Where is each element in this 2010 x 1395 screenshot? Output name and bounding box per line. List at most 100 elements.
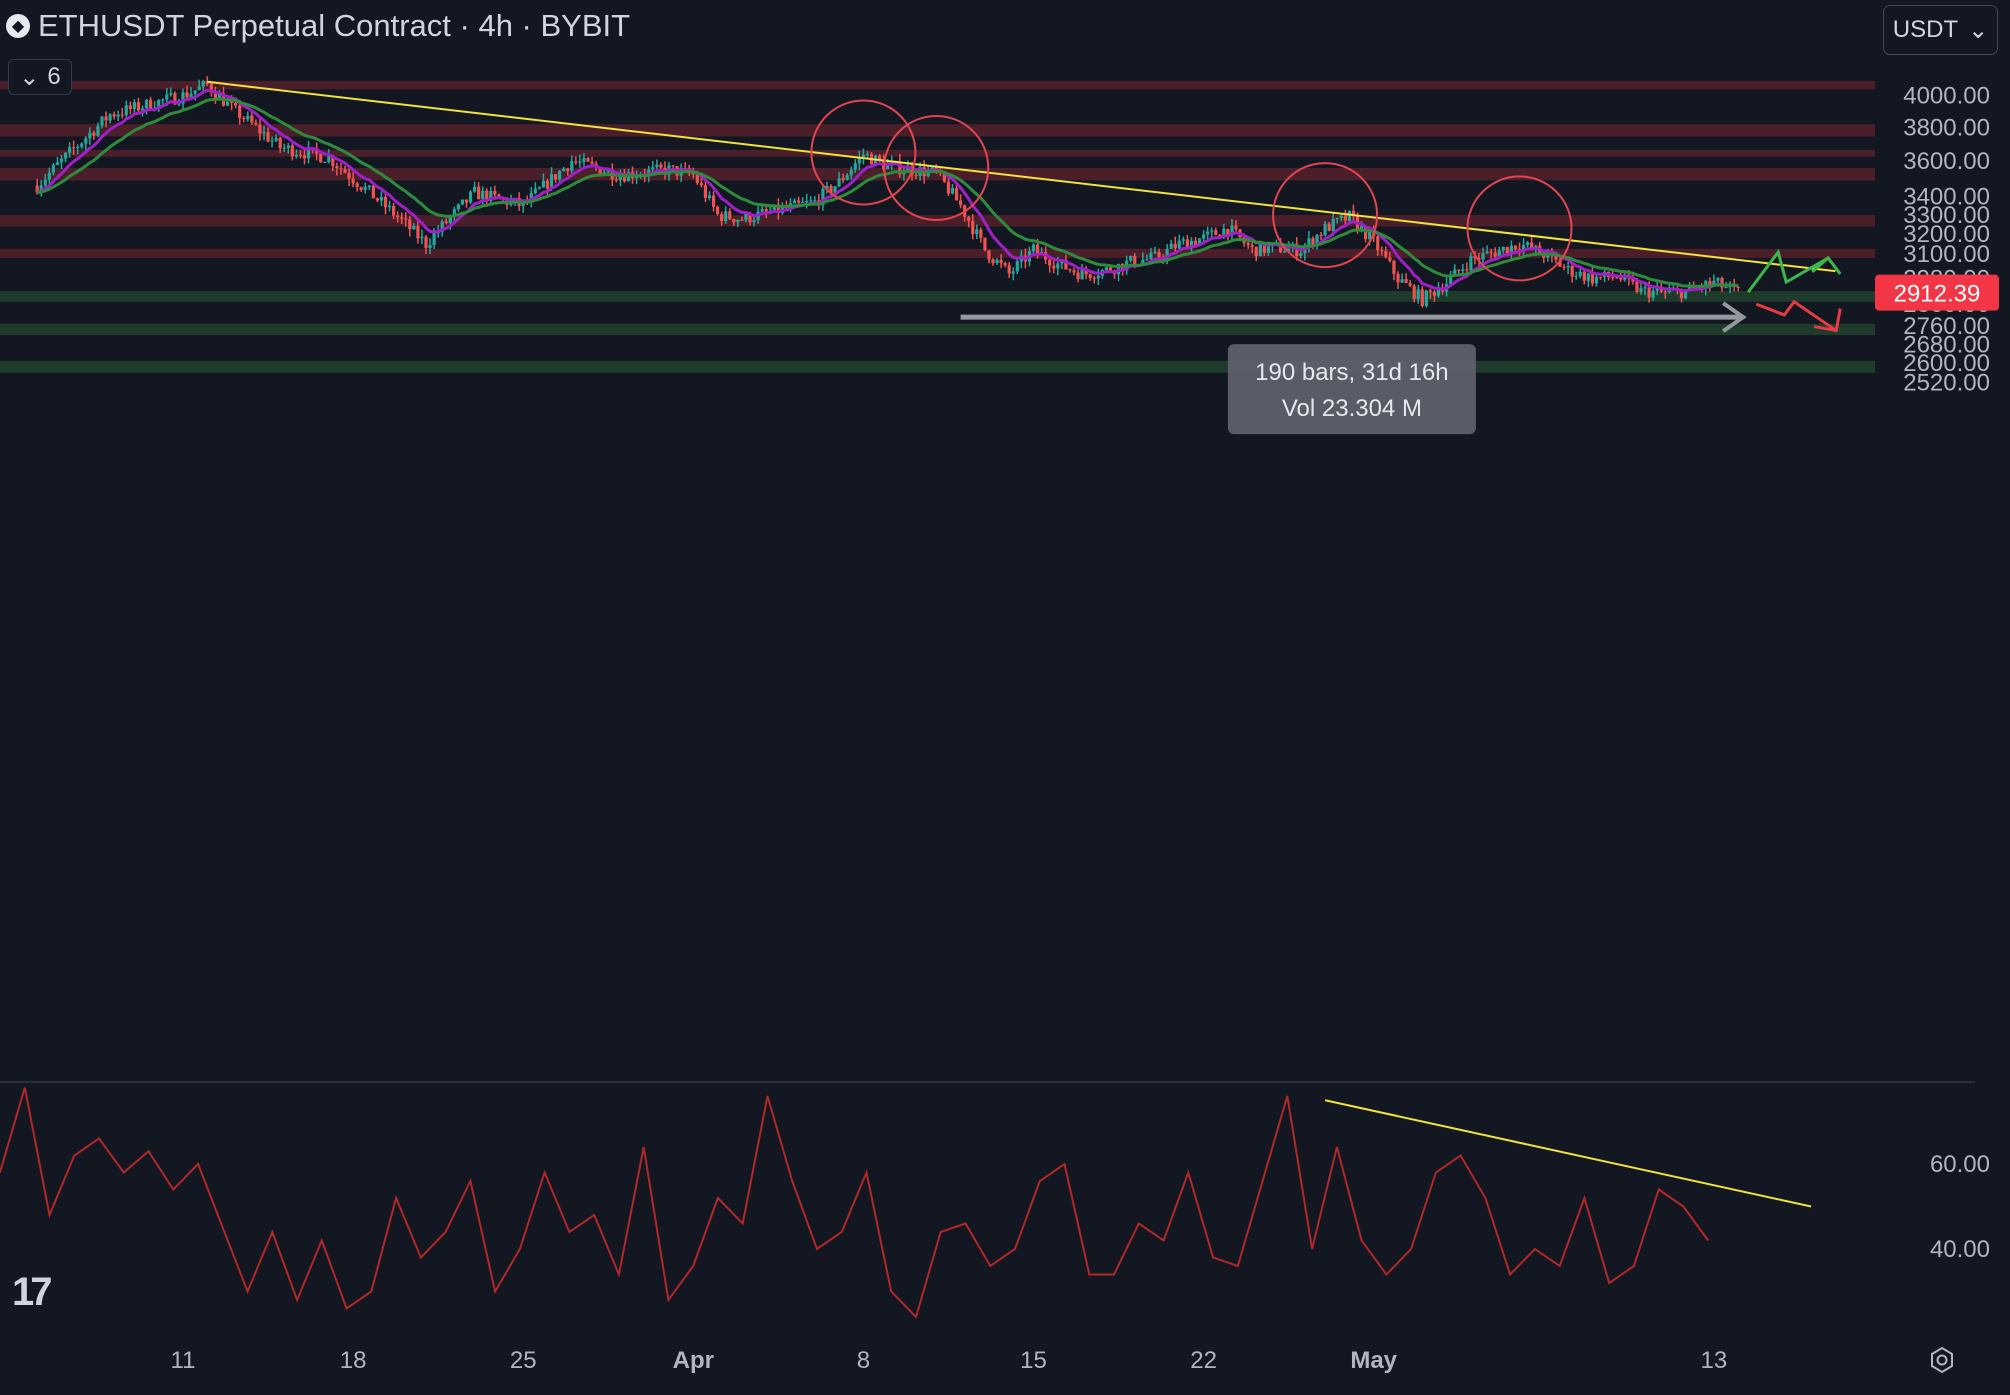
candle-body	[1408, 283, 1412, 286]
measure-bars-label: 190 bars, 31d 16h	[1255, 359, 1449, 386]
candle-body	[1096, 275, 1100, 279]
chevron-down-icon: ⌄	[19, 63, 40, 91]
candle-body	[464, 199, 469, 203]
candle-body	[1400, 279, 1404, 283]
candle-body	[971, 220, 975, 235]
candle-body	[238, 105, 242, 118]
candle-body	[1133, 255, 1137, 266]
candle-body	[112, 114, 116, 117]
candle-body	[1347, 210, 1351, 221]
candle-body	[671, 165, 675, 167]
candle-body	[1015, 261, 1019, 272]
candle-body	[1031, 244, 1036, 251]
candle-body	[1481, 253, 1485, 260]
time-tick-label: 11	[171, 1347, 196, 1374]
resistance-zone	[0, 248, 1875, 258]
settings-gear-icon[interactable]	[1928, 1346, 1956, 1374]
candle-body	[108, 114, 112, 121]
candle-body	[1088, 274, 1092, 278]
candle-body	[161, 99, 165, 101]
candle-body	[76, 146, 80, 149]
candle-body	[1469, 256, 1473, 271]
candle-body	[165, 94, 169, 100]
candle-body	[1035, 244, 1040, 254]
last-price-box	[1875, 274, 1999, 311]
candle-body	[1335, 218, 1339, 220]
candle-body	[217, 93, 222, 99]
indicator-collapse-button[interactable]: ⌄ 6	[8, 59, 72, 95]
candle-body	[728, 211, 732, 220]
candle-body	[614, 179, 618, 181]
candle-body	[468, 191, 473, 203]
candle-body	[84, 138, 88, 144]
time-tick-label: May	[1350, 1347, 1397, 1374]
candle-body	[1193, 240, 1198, 245]
price-tick-label: 2680.00	[1903, 331, 1990, 358]
candle-body	[193, 90, 197, 94]
candle-body	[1189, 240, 1194, 249]
candle-body	[578, 161, 582, 163]
candle-body	[1465, 269, 1469, 271]
candle-body	[1376, 236, 1380, 251]
candle-body	[1307, 238, 1311, 247]
candle-body	[1072, 270, 1076, 273]
candle-body	[331, 156, 335, 167]
candle-body	[1173, 243, 1177, 249]
candle-body	[197, 86, 201, 91]
candlestick-series	[35, 76, 1740, 308]
candle-body	[213, 92, 217, 99]
time-axis: 11 18 25 Apr 8 15 22 May 13	[171, 1347, 1728, 1374]
candle-body	[282, 147, 286, 149]
candle-body	[1582, 271, 1586, 281]
candle-body	[1007, 265, 1011, 274]
candle-body	[43, 179, 47, 186]
candle-body	[1651, 290, 1655, 298]
candle-body	[1509, 245, 1513, 254]
candle-body	[999, 259, 1003, 264]
candle-body	[1331, 218, 1335, 231]
candle-body	[448, 216, 452, 224]
candle-body	[1246, 243, 1250, 245]
candle-body	[833, 186, 837, 193]
candle-body	[744, 213, 748, 221]
candle-body	[829, 186, 833, 193]
candle-body	[1315, 234, 1319, 246]
candle-body	[169, 93, 173, 95]
candle-body	[1683, 290, 1688, 299]
candle-body	[1590, 273, 1594, 284]
candle-body	[635, 176, 639, 179]
candle-body	[1489, 251, 1493, 253]
candle-body	[865, 154, 870, 156]
candle-body	[149, 99, 153, 110]
bearish-projection-arrow	[1755, 299, 1842, 333]
candle-body	[351, 178, 355, 184]
candle-body	[570, 161, 574, 171]
candle-body	[424, 236, 428, 248]
candle-body	[736, 219, 740, 223]
candle-body	[1424, 290, 1428, 307]
candle-body	[1558, 259, 1562, 267]
candle-body	[861, 154, 865, 158]
currency-select[interactable]: USDT ⌄	[1883, 5, 1998, 55]
candle-body	[1226, 228, 1230, 236]
candle-body	[1485, 251, 1489, 254]
candle-body	[201, 81, 205, 87]
candle-body	[420, 236, 424, 239]
time-tick-label: 15	[1020, 1347, 1047, 1374]
candle-body	[128, 105, 132, 109]
candle-body	[298, 154, 303, 156]
candle-body	[821, 188, 825, 206]
candle-body	[189, 93, 193, 98]
candle-body	[537, 187, 541, 189]
candle-body	[720, 214, 724, 221]
candle-body	[1149, 252, 1153, 260]
candle-body	[813, 200, 817, 202]
candle-body	[493, 190, 497, 195]
candle-body	[1258, 242, 1262, 257]
rsi-line	[0, 1087, 1710, 1319]
candle-body	[1177, 240, 1181, 249]
candle-body	[55, 162, 60, 165]
candle-body	[1712, 280, 1716, 285]
highlight-circle	[1272, 162, 1379, 269]
